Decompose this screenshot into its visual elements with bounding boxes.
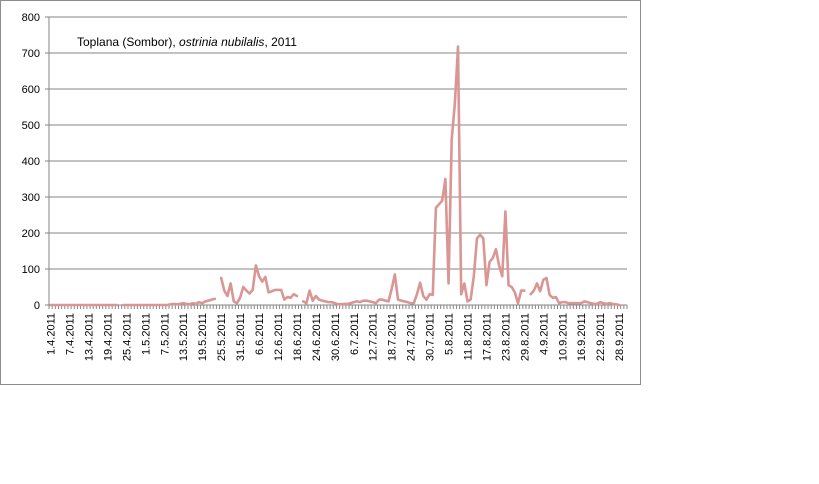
series-0-line-segment-2 <box>219 264 299 305</box>
x-tick-label-29.8.2011: 29.8.2011 <box>519 313 531 361</box>
x-tick-label-12.6.2011: 12.6.2011 <box>273 313 285 361</box>
x-tick-label-19.5.2011: 19.5.2011 <box>197 313 209 361</box>
x-tick-label-30.7.2011: 30.7.2011 <box>425 313 437 361</box>
y-tick-label-700: 700 <box>22 48 40 60</box>
x-tick-label-16.9.2011: 16.9.2011 <box>576 313 588 361</box>
series-0-line-segment-1 <box>121 297 217 307</box>
x-axis: 1.4.2011 7.4.2011 13.4.2011 19.4.2011 25.4.2… <box>46 304 628 361</box>
y-tick-label-200: 200 <box>22 228 40 240</box>
y-tick-label-0: 0 <box>34 300 40 312</box>
gridlines <box>49 16 627 270</box>
chart-title-part-3: , 2011 <box>264 35 297 49</box>
x-tick-label-13.4.2011: 13.4.2011 <box>83 313 95 361</box>
x-tick-label-7.5.2011: 7.5.2011 <box>159 313 171 355</box>
series-layer <box>49 45 621 307</box>
x-tick-label-13.5.2011: 13.5.2011 <box>178 313 190 361</box>
y-tick-label-100: 100 <box>22 264 40 276</box>
x-tick-label-4.9.2011: 4.9.2011 <box>538 313 550 355</box>
x-tick-label-22.9.2011: 22.9.2011 <box>595 313 607 361</box>
x-tick-label-25.5.2011: 25.5.2011 <box>216 313 228 361</box>
x-tick-label-19.4.2011: 19.4.2011 <box>102 313 114 361</box>
y-axis: 0 100 200 300 400 500 600 700 800 <box>22 12 50 312</box>
x-tick-label-5.8.2011: 5.8.2011 <box>444 313 456 355</box>
x-tick-label-11.8.2011: 11.8.2011 <box>462 313 474 360</box>
y-tick-label-400: 400 <box>22 156 40 168</box>
x-tick-label-10.9.2011: 10.9.2011 <box>557 313 569 361</box>
chart-title: Toplana (Sombor), ostrinia nubilalis, 20… <box>77 35 297 49</box>
series-0-line-segment-4 <box>529 276 621 307</box>
x-tick-label-24.6.2011: 24.6.2011 <box>311 313 323 361</box>
line-chart: 0 100 200 300 400 500 600 700 800 1.4.2011 7.4.20… <box>22 12 628 361</box>
x-tick-label-1.4.2011: 1.4.2011 <box>46 313 58 355</box>
x-tick-label-25.4.2011: 25.4.2011 <box>121 313 133 361</box>
x-tick-label-6.7.2011: 6.7.2011 <box>349 313 361 355</box>
x-tick-label-24.7.2011: 24.7.2011 <box>406 313 418 361</box>
x-tick-label-17.8.2011: 17.8.2011 <box>481 313 493 361</box>
y-tick-label-500: 500 <box>22 120 40 132</box>
x-tick-label-7.4.2011: 7.4.2011 <box>65 313 77 355</box>
x-tick-label-18.7.2011: 18.7.2011 <box>387 313 399 361</box>
y-tick-label-300: 300 <box>22 192 40 204</box>
y-tick-label-800: 800 <box>22 12 40 24</box>
x-tick-label-18.6.2011: 18.6.2011 <box>292 313 304 361</box>
chart-title-part-1: Toplana (Sombor), <box>77 35 179 49</box>
x-tick-label-6.6.2011: 6.6.2011 <box>254 313 266 355</box>
chart-title-part-2: ostrinia nubilalis <box>179 35 264 49</box>
x-tick-label-1.5.2011: 1.5.2011 <box>140 313 152 355</box>
y-tick-label-600: 600 <box>22 84 40 96</box>
x-tick-label-31.5.2011: 31.5.2011 <box>235 313 247 361</box>
x-tick-label-30.6.2011: 30.6.2011 <box>330 313 342 361</box>
chart-frame: 0 100 200 300 400 500 600 700 800 1.4.2011 7.4.20… <box>0 0 641 385</box>
x-tick-label-23.8.2011: 23.8.2011 <box>500 313 512 361</box>
x-tick-label-12.7.2011: 12.7.2011 <box>368 313 380 361</box>
series-0-line-segment-3 <box>301 45 526 306</box>
x-tick-label-28.9.2011: 28.9.2011 <box>614 313 626 361</box>
